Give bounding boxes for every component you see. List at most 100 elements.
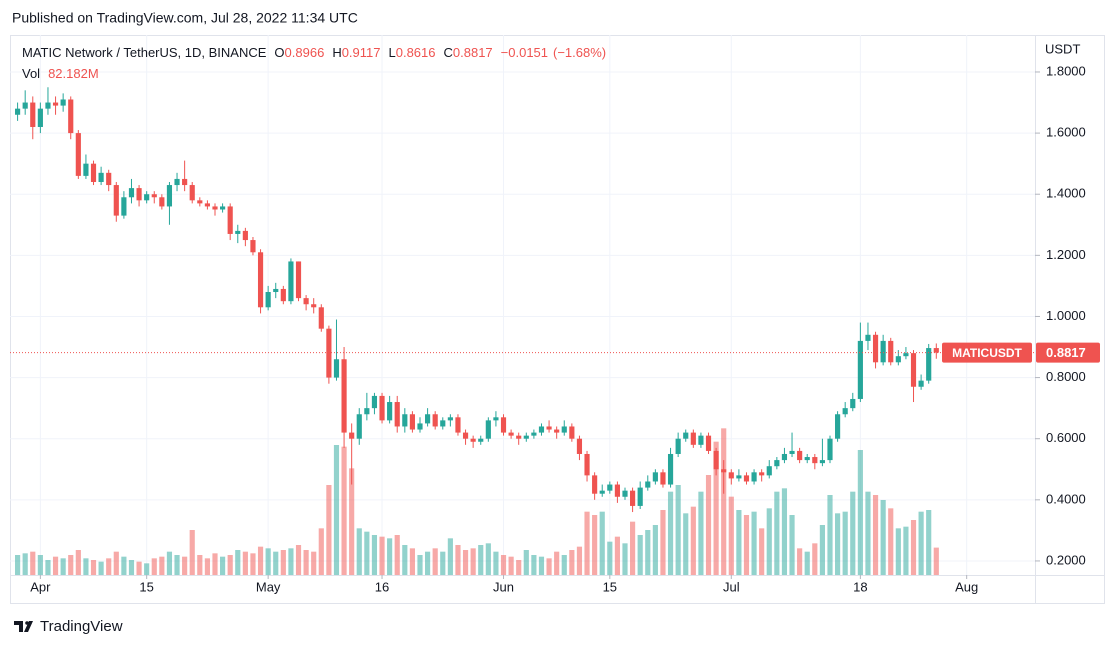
candle-body — [440, 420, 446, 427]
y-tick-label: 1.2000 — [1046, 247, 1086, 262]
volume-bar — [478, 545, 484, 575]
candle-body — [569, 426, 575, 439]
candle-body — [204, 203, 210, 207]
volume-bar — [303, 550, 309, 575]
candle-body — [614, 484, 620, 497]
candle-body — [630, 490, 636, 506]
axes: 0.2000 0.4000 0.6000 0.8000 1.0000 1.2000 1.40… — [30, 63, 1100, 594]
volume-bar — [75, 550, 81, 575]
volume-bar — [121, 556, 127, 575]
volume-bar — [394, 535, 400, 575]
volume-bar — [235, 550, 241, 575]
x-tick-label: Aug — [955, 579, 978, 594]
volume-bar — [90, 560, 97, 575]
y-tick-label: 0.2000 — [1046, 552, 1086, 567]
candle-body — [926, 348, 932, 381]
volume-bar — [242, 551, 248, 575]
volume-bar — [933, 547, 939, 575]
candle-body — [409, 414, 415, 430]
volume-bar — [265, 548, 271, 575]
volume-bar — [812, 543, 818, 575]
volume-bar — [83, 558, 89, 575]
volume-bar — [52, 556, 59, 575]
volume-bar — [409, 548, 415, 575]
symbol-badge — [942, 342, 1032, 363]
volume-bar — [531, 555, 537, 575]
candle-body — [15, 108, 21, 115]
candle-body — [349, 432, 355, 439]
candle-body — [516, 435, 522, 439]
candle-body — [37, 108, 43, 127]
ohlc-value: 0.8817 — [453, 45, 493, 60]
volume-bar — [273, 551, 279, 575]
volume-bar — [827, 495, 833, 575]
candle-body — [607, 484, 613, 491]
volume-bar — [523, 550, 529, 575]
candle-body — [774, 460, 780, 467]
y-tick-label: 0.4000 — [1046, 491, 1086, 506]
volume-bar — [516, 560, 522, 575]
volume-bar — [295, 545, 302, 575]
volume-bar — [538, 556, 545, 575]
volume-bar — [30, 551, 36, 575]
volume-bar — [37, 555, 43, 575]
volume-bar — [113, 551, 119, 575]
candle-body — [250, 240, 256, 253]
volume-bar — [60, 558, 66, 575]
candle-body — [485, 420, 491, 439]
volume-bar — [561, 555, 567, 575]
volume-bar — [500, 555, 507, 575]
y-tick-label: 1.8000 — [1046, 63, 1086, 78]
ohlc-key: H — [332, 45, 341, 60]
brand: TradingView — [40, 618, 123, 635]
logo: TradingView — [14, 618, 123, 635]
candle-body — [865, 334, 871, 341]
candle-body — [288, 261, 294, 302]
volume-bar — [865, 491, 871, 575]
candle-body — [197, 200, 203, 204]
candle-body — [128, 188, 135, 198]
volume-bar — [15, 555, 21, 575]
volume-bar — [402, 545, 408, 575]
candle-body — [637, 487, 643, 506]
candle-body — [121, 197, 127, 216]
volume-bar — [789, 515, 795, 575]
volume-bar — [713, 441, 719, 575]
candle-body — [106, 172, 112, 186]
candle-body — [880, 340, 886, 363]
candle-body — [447, 417, 453, 421]
volume-bar — [425, 551, 431, 575]
candle-body — [713, 450, 719, 470]
candle-body — [280, 288, 286, 302]
candle-body — [500, 417, 507, 433]
volume-bar — [128, 560, 135, 575]
volume-bar — [614, 536, 620, 575]
volume-bar — [652, 525, 658, 575]
volume-bar — [872, 495, 879, 575]
volume-bar — [220, 556, 226, 575]
volume-bar — [447, 538, 453, 575]
candle-body — [592, 475, 598, 494]
volume-bar — [546, 558, 552, 575]
candle-body — [743, 475, 750, 482]
volume-value: 82.182M — [48, 66, 99, 81]
volume-bar — [599, 511, 605, 575]
volume-bar — [842, 511, 848, 575]
x-tick-label: 15 — [139, 579, 153, 594]
candle-body — [311, 304, 317, 308]
volume-bar — [387, 538, 393, 575]
volume-bar — [417, 555, 423, 575]
volume-bar — [333, 445, 340, 575]
volume-bar — [683, 513, 689, 575]
volume-bar — [159, 556, 165, 575]
candle-body — [402, 414, 408, 427]
candle-body — [364, 408, 370, 415]
x-tick-label: 15 — [603, 579, 617, 594]
candle-body — [736, 475, 742, 479]
candle-body — [425, 414, 431, 424]
candles — [10, 87, 1035, 513]
candle-body — [220, 206, 226, 210]
volume-title: Vol — [22, 66, 40, 81]
volume-bar — [440, 551, 446, 575]
